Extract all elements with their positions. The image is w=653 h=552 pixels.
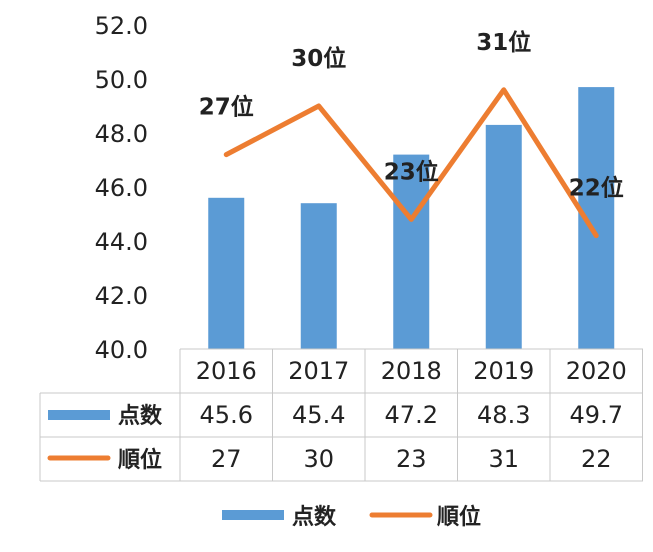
x-tick-label: 2017 (288, 357, 349, 385)
line-series (223, 87, 599, 239)
legend-label: 順位 (437, 504, 481, 530)
x-tick-label: 2019 (473, 357, 534, 385)
x-tick-label: 2016 (196, 357, 257, 385)
table-cell: 45.6 (200, 401, 253, 429)
y-tick-label: 50.0 (95, 66, 148, 94)
bar-2019 (485, 124, 522, 350)
table-cell: 49.7 (570, 401, 623, 429)
rank-data-label: 22位 (569, 175, 624, 202)
y-tick-label: 42.0 (95, 282, 148, 310)
table-cell: 31 (488, 445, 519, 473)
table-row-label: 順位 (118, 447, 162, 473)
legend: 点数 順位 (222, 504, 481, 530)
legend-key-bar (222, 510, 284, 520)
table-cell: 30 (303, 445, 334, 473)
table-legend-key-bar (48, 410, 110, 420)
table-cell: 23 (396, 445, 427, 473)
data-table: 2016 2017 2018 2019 2020 点数 45.6 45.4 47.2 48.3 49… (39, 348, 643, 482)
line-data-labels: 27位 30位 23位 31位 22位 (199, 29, 624, 202)
bar-2016 (208, 197, 245, 349)
table-row-label: 点数 (118, 403, 163, 429)
legend-label: 点数 (292, 504, 337, 530)
y-tick-label: 46.0 (95, 174, 148, 202)
table-cell: 45.4 (292, 401, 345, 429)
bar-2017 (300, 203, 337, 349)
x-tick-label: 2020 (566, 357, 627, 385)
bar-2018 (393, 154, 430, 349)
y-tick-label: 48.0 (95, 120, 148, 148)
table-cell: 22 (581, 445, 612, 473)
x-tick-label: 2018 (381, 357, 442, 385)
table-cell: 27 (211, 445, 242, 473)
y-tick-label: 44.0 (95, 228, 148, 256)
y-tick-label: 40.0 (95, 336, 148, 364)
y-tick-label: 52.0 (95, 12, 148, 40)
y-axis: 40.0 42.0 44.0 46.0 48.0 50.0 52.0 (95, 12, 148, 364)
rank-data-label: 30位 (291, 45, 346, 72)
rank-data-label: 23位 (384, 158, 439, 185)
table-cell: 47.2 (385, 401, 438, 429)
rank-data-label: 27位 (199, 94, 254, 121)
table-cell: 48.3 (477, 401, 530, 429)
rank-data-label: 31位 (476, 29, 531, 56)
